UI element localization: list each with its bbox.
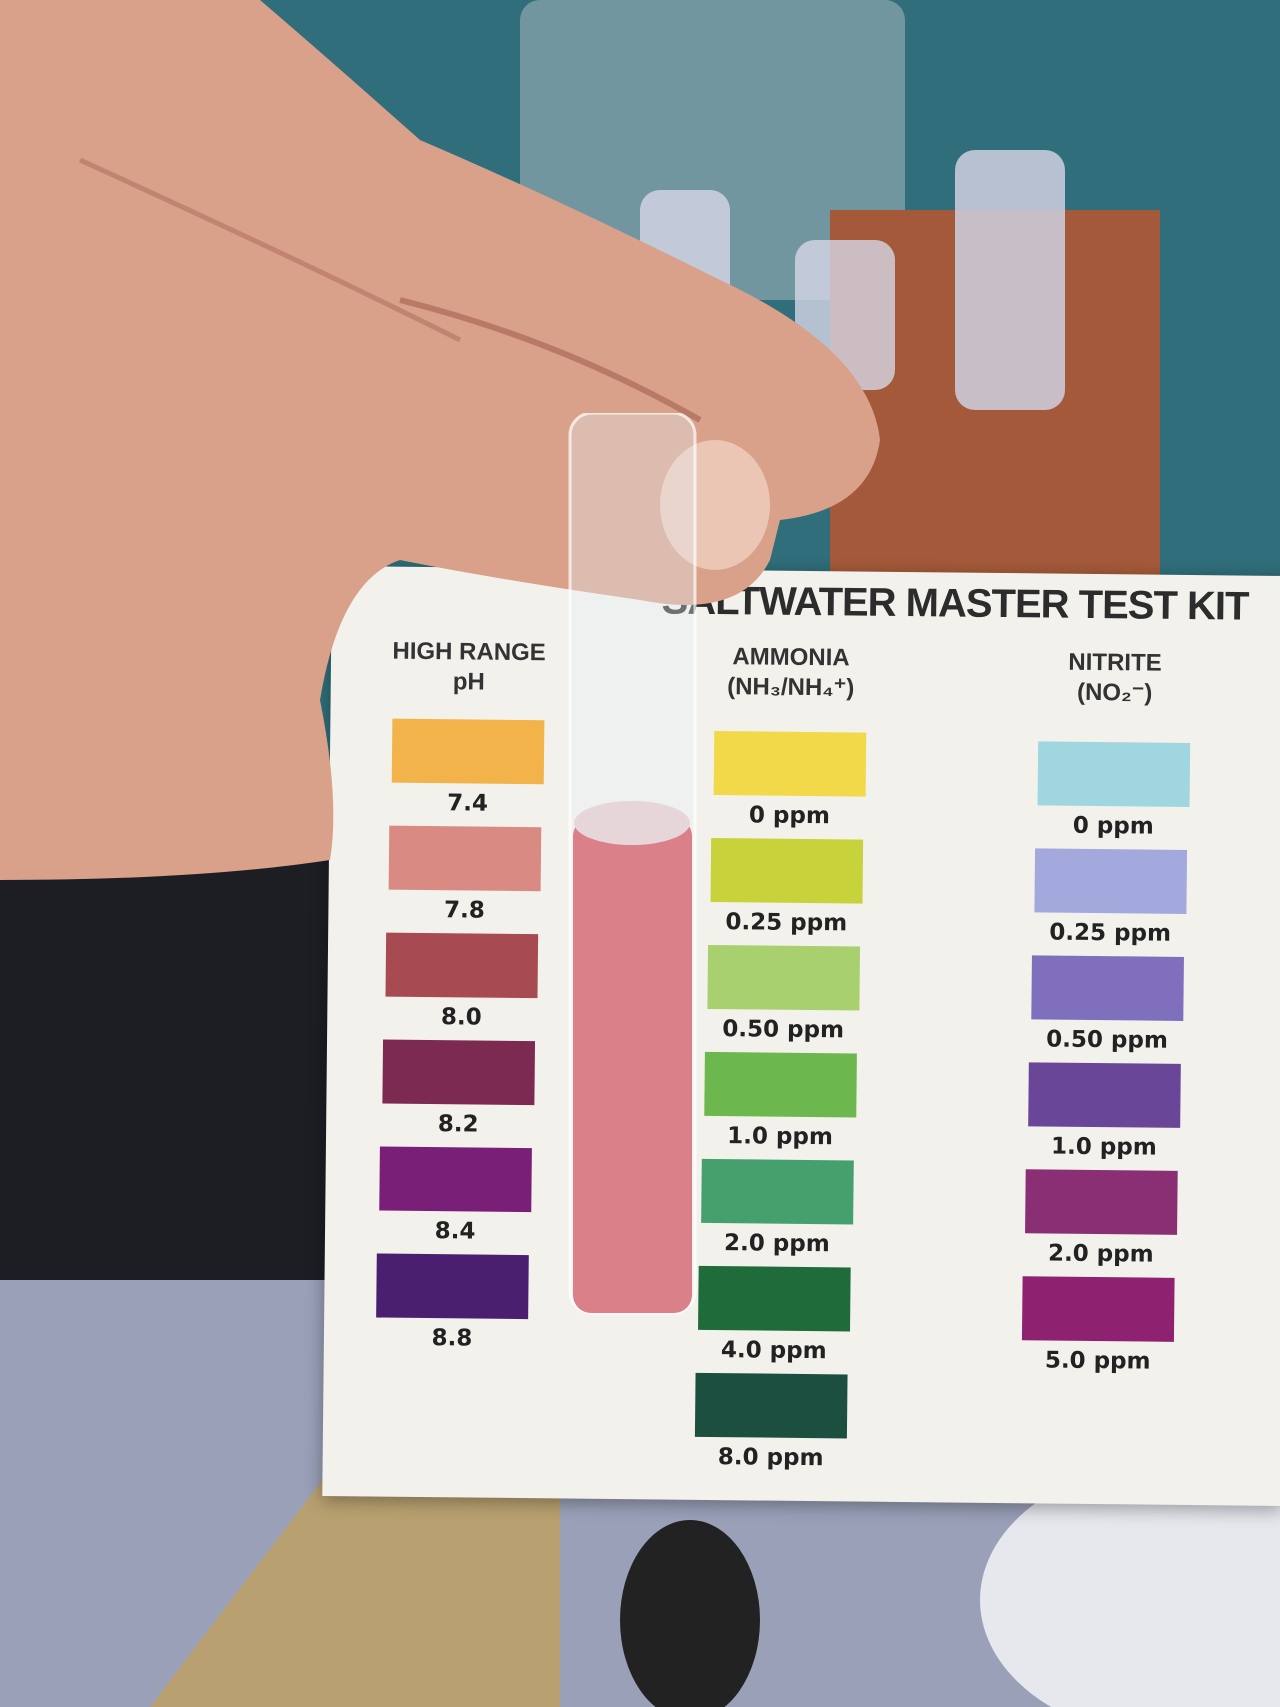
test-tube: [568, 413, 697, 1315]
floor-mat: [150, 1470, 560, 1707]
shoe: [620, 1520, 760, 1707]
plastic-container: [520, 0, 905, 300]
tube-liquid: [573, 818, 692, 1313]
thumbnail: [660, 440, 770, 570]
white-bucket: [980, 1460, 1280, 1707]
reagent-bottle: [955, 150, 1065, 410]
dark-object: [0, 850, 340, 1300]
